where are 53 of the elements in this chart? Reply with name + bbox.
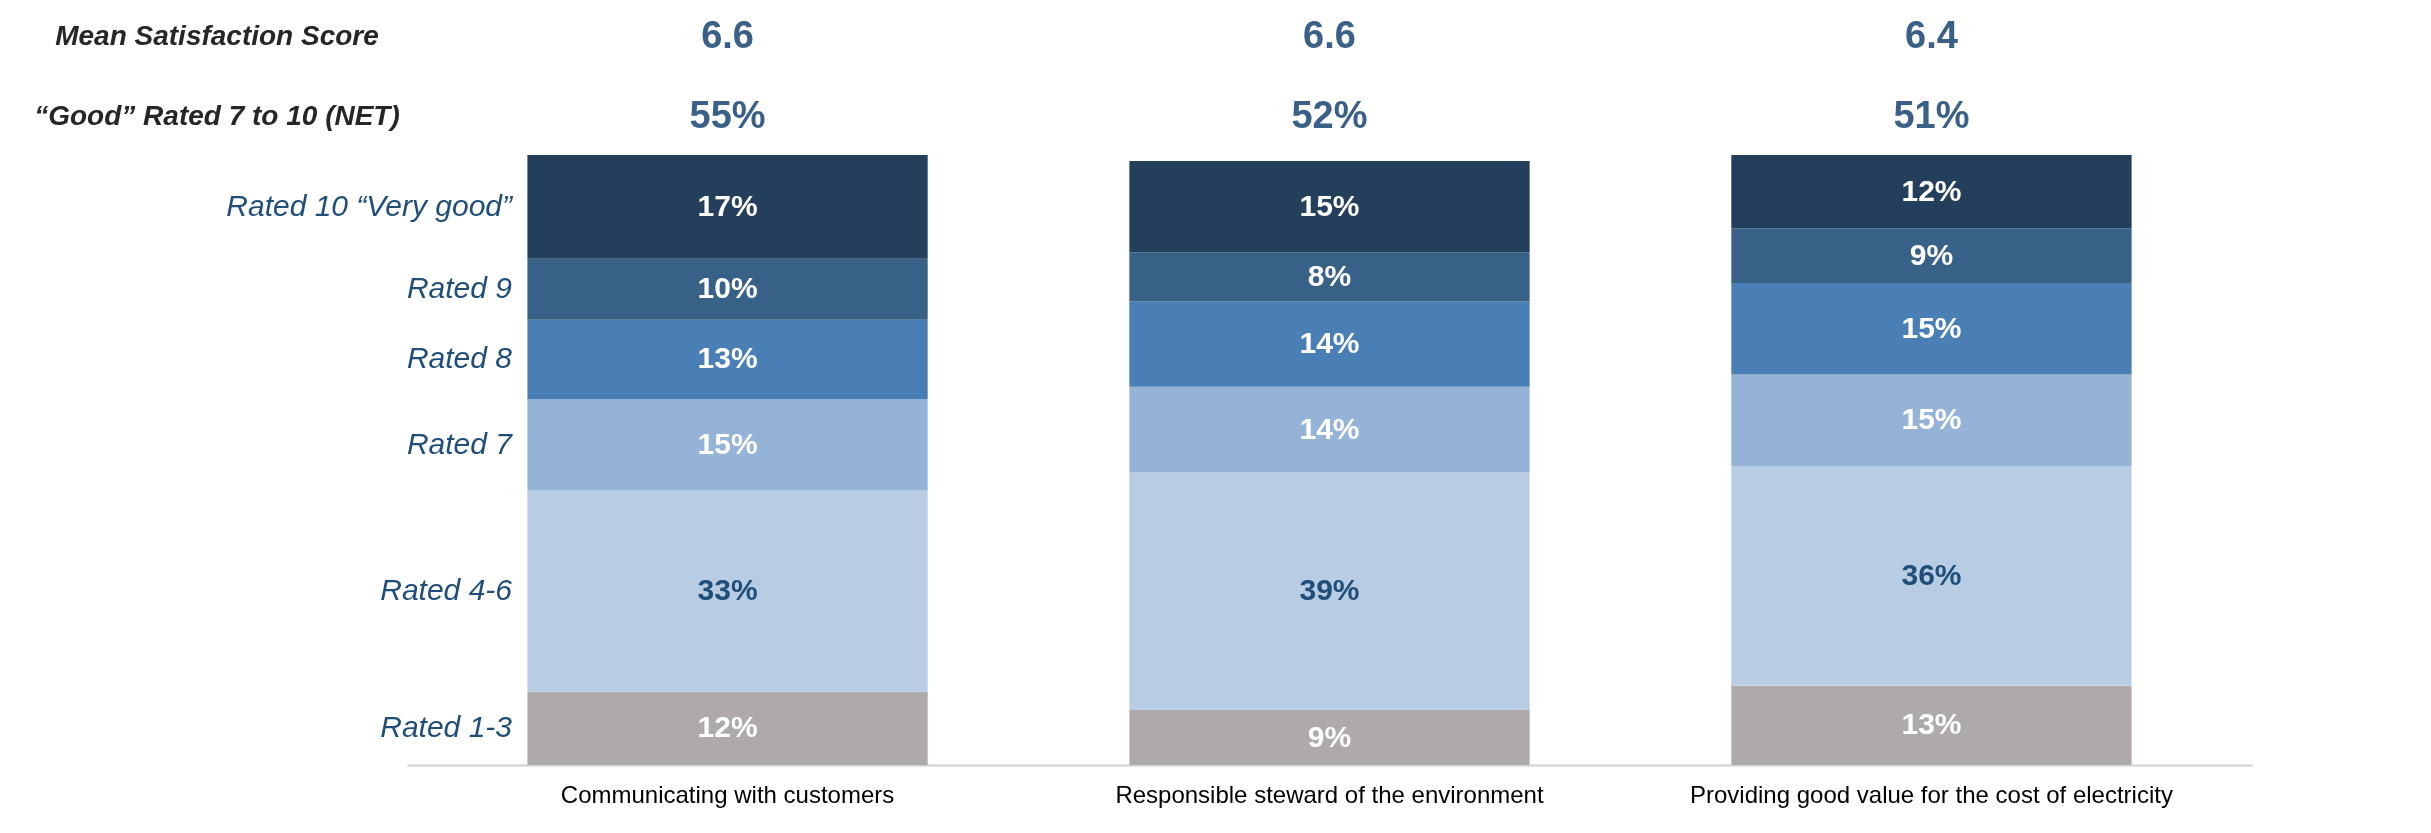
bar	[1731, 685, 2132, 765]
bar	[1129, 301, 1530, 387]
bar	[1129, 710, 1530, 765]
bar	[1129, 472, 1530, 711]
data-label: 36%	[1901, 557, 1962, 591]
data-label: 13%	[697, 341, 758, 375]
bar	[527, 319, 928, 399]
bar	[527, 490, 928, 692]
data-label: 10%	[697, 271, 758, 305]
bar	[527, 691, 928, 765]
bar	[1731, 466, 2132, 686]
data-label: 15%	[1901, 310, 1962, 344]
text: 6.6	[701, 14, 754, 56]
bar	[527, 399, 928, 491]
bar	[1731, 228, 2132, 284]
data-label: 9%	[1307, 719, 1352, 753]
data-label: 15%	[1901, 402, 1962, 436]
x-tick-label: Providing good value for the cost of electricity	[1690, 780, 2173, 808]
text: 51%	[1893, 94, 1970, 136]
bar	[1731, 155, 2132, 229]
data-label: 39%	[1299, 573, 1360, 607]
series-label: Rated 8	[406, 341, 513, 375]
series-label: Rated 1-3	[380, 710, 513, 744]
data-label: 15%	[697, 426, 758, 460]
bar	[1129, 161, 1530, 253]
data-label: 9%	[1909, 237, 1954, 271]
series-label: Rated 4-6	[380, 573, 513, 607]
data-label: 12%	[1901, 173, 1962, 207]
data-label: 14%	[1299, 411, 1360, 445]
data-label: 8%	[1307, 259, 1352, 292]
data-label: 13%	[1901, 707, 1962, 741]
bar	[527, 155, 928, 259]
text: 6.6	[1303, 14, 1356, 56]
data-label: 14%	[1299, 326, 1360, 360]
data-label: 17%	[697, 188, 758, 222]
bar	[527, 258, 928, 320]
series-label: Rated 10 “Very good”	[226, 188, 515, 222]
x-tick-label: Responsible steward of the environment	[1115, 780, 1544, 808]
text: Mean Satisfaction Score	[55, 20, 379, 51]
bar	[1129, 252, 1530, 302]
bar	[1731, 374, 2132, 467]
data-label: 15%	[1299, 188, 1360, 222]
data-label: 12%	[697, 710, 758, 744]
text: 52%	[1291, 94, 1368, 136]
text: “Good” Rated 7 to 10 (NET)	[34, 100, 400, 131]
x-tick-label: Communicating with customers	[560, 780, 895, 808]
series-label: Rated 7	[406, 426, 514, 460]
bar	[1731, 283, 2132, 375]
text: 6.4	[1905, 14, 1958, 56]
data-label: 33%	[697, 573, 758, 607]
bar	[1129, 386, 1530, 473]
text: 55%	[689, 94, 766, 136]
series-label: Rated 9	[406, 271, 513, 305]
